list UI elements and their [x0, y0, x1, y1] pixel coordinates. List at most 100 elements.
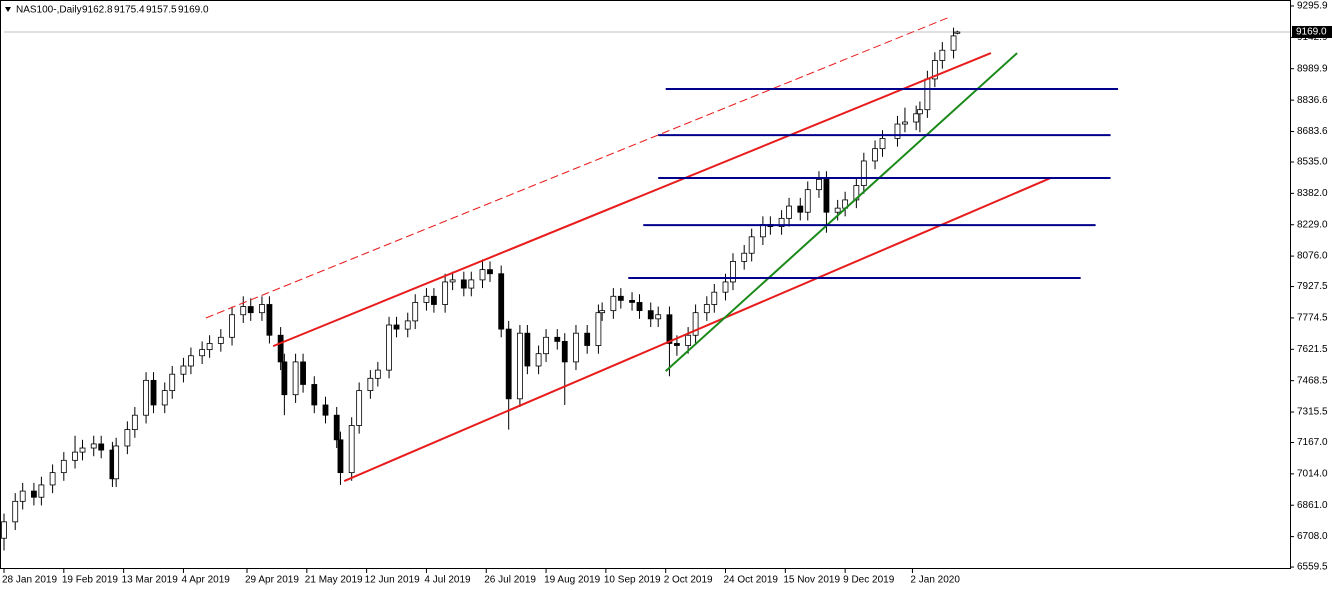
candle-body: [703, 304, 710, 314]
candle-body: [150, 379, 157, 406]
candle-body: [535, 353, 542, 367]
candle-body: [797, 205, 804, 213]
candle-body: [468, 279, 475, 289]
candle-body: [879, 138, 886, 150]
x-tick-label: 26 Jul 2019: [484, 575, 536, 586]
last-high: 9175.4: [114, 5, 145, 16]
y-tick-label: 6708.0: [1297, 531, 1328, 542]
candle-body: [610, 295, 617, 312]
x-tick-label: 4 Apr 2019: [181, 575, 230, 586]
candle-body: [674, 343, 680, 346]
y-tick-label: 8076.0: [1297, 251, 1328, 262]
chart-title: NAS100-,Daily: [16, 5, 82, 16]
candle-body: [292, 361, 299, 396]
candle-body: [367, 377, 374, 392]
y-tick-label: 9295.9: [1297, 1, 1328, 12]
candle-body: [655, 314, 662, 320]
candle-body: [240, 306, 247, 316]
plot-frame: [0, 0, 1291, 569]
candle-body: [131, 414, 138, 430]
candle-body: [19, 490, 26, 502]
candle-body: [281, 361, 288, 396]
x-tick-label: 12 Jun 2019: [365, 575, 420, 586]
candle-body: [90, 443, 97, 449]
candle-body: [412, 302, 419, 322]
y-tick-label: 7014.0: [1297, 468, 1328, 479]
candle-body: [924, 78, 931, 111]
candle-body: [872, 148, 878, 162]
candle-body: [666, 314, 673, 344]
candle-body: [823, 179, 830, 213]
candle-body: [337, 439, 344, 474]
candle-body: [348, 425, 355, 474]
y-tick-label: 6861.0: [1297, 500, 1328, 511]
candle-body: [902, 121, 908, 125]
candle-body: [423, 295, 430, 303]
candle-body: [595, 312, 602, 346]
candle-body: [113, 445, 120, 480]
last-price-label: 9169.0: [1296, 27, 1327, 38]
candle-body: [931, 60, 938, 80]
candle-body: [913, 113, 920, 123]
candle-body: [759, 224, 766, 238]
candle-body: [786, 205, 792, 219]
candle-body: [169, 373, 176, 392]
candle-body: [72, 451, 78, 461]
y-tick-label: 7468.5: [1297, 375, 1328, 386]
y-tick-label: 7621.5: [1297, 344, 1328, 355]
trend-line: [343, 177, 1052, 482]
candle-body: [180, 365, 187, 375]
candle-body: [143, 379, 149, 416]
candle-body: [333, 414, 340, 441]
candle-body: [524, 332, 531, 367]
candle-body: [584, 332, 591, 346]
candle-body: [229, 314, 235, 338]
candle-body: [498, 273, 505, 330]
candle-body: [442, 281, 449, 305]
candle-body: [722, 281, 729, 293]
x-tick-label: 9 Dec 2019: [843, 575, 895, 586]
candle-body: [543, 336, 549, 355]
candle-body: [1, 521, 7, 539]
x-tick-label: 10 Sep 2019: [604, 575, 661, 586]
candle-body: [778, 217, 785, 227]
last-close: 9169.0: [178, 5, 209, 16]
x-tick-label: 2 Jan 2020: [910, 575, 960, 586]
candle-body: [404, 320, 411, 330]
candle-body: [356, 390, 363, 426]
candle-body: [561, 340, 568, 363]
candle-body: [38, 484, 45, 498]
candle-body: [573, 332, 579, 363]
candle-body: [479, 269, 486, 281]
candle-body: [300, 361, 306, 385]
candle-body: [636, 302, 643, 312]
candle-body: [217, 336, 224, 344]
y-tick-label: 7774.5: [1297, 313, 1328, 324]
candle-body: [449, 279, 456, 283]
candle-body: [49, 472, 56, 486]
candle-body: [741, 252, 748, 262]
collapse-icon[interactable]: [5, 7, 11, 12]
candle-body: [79, 447, 86, 453]
candle-body: [161, 390, 168, 406]
candle-body: [266, 304, 273, 336]
candle-body: [431, 295, 437, 305]
x-tick-label: 24 Oct 2019: [724, 575, 779, 586]
candle-body: [834, 207, 841, 213]
last-open: 9162.8: [82, 5, 113, 16]
candle-body: [685, 334, 692, 346]
candle-body: [692, 312, 699, 336]
candle-body: [730, 261, 736, 283]
last-low: 9157.5: [146, 5, 177, 16]
candle-body: [311, 384, 318, 406]
candle-body: [647, 310, 654, 320]
candle-body: [617, 295, 624, 301]
candle-body: [322, 404, 329, 416]
candle-body: [860, 160, 867, 186]
x-tick-label: 2 Oct 2019: [664, 575, 713, 586]
last-price-box: [1292, 25, 1332, 38]
x-tick-label: 15 Nov 2019: [783, 575, 840, 586]
y-tick-label: 7167.0: [1297, 437, 1328, 448]
